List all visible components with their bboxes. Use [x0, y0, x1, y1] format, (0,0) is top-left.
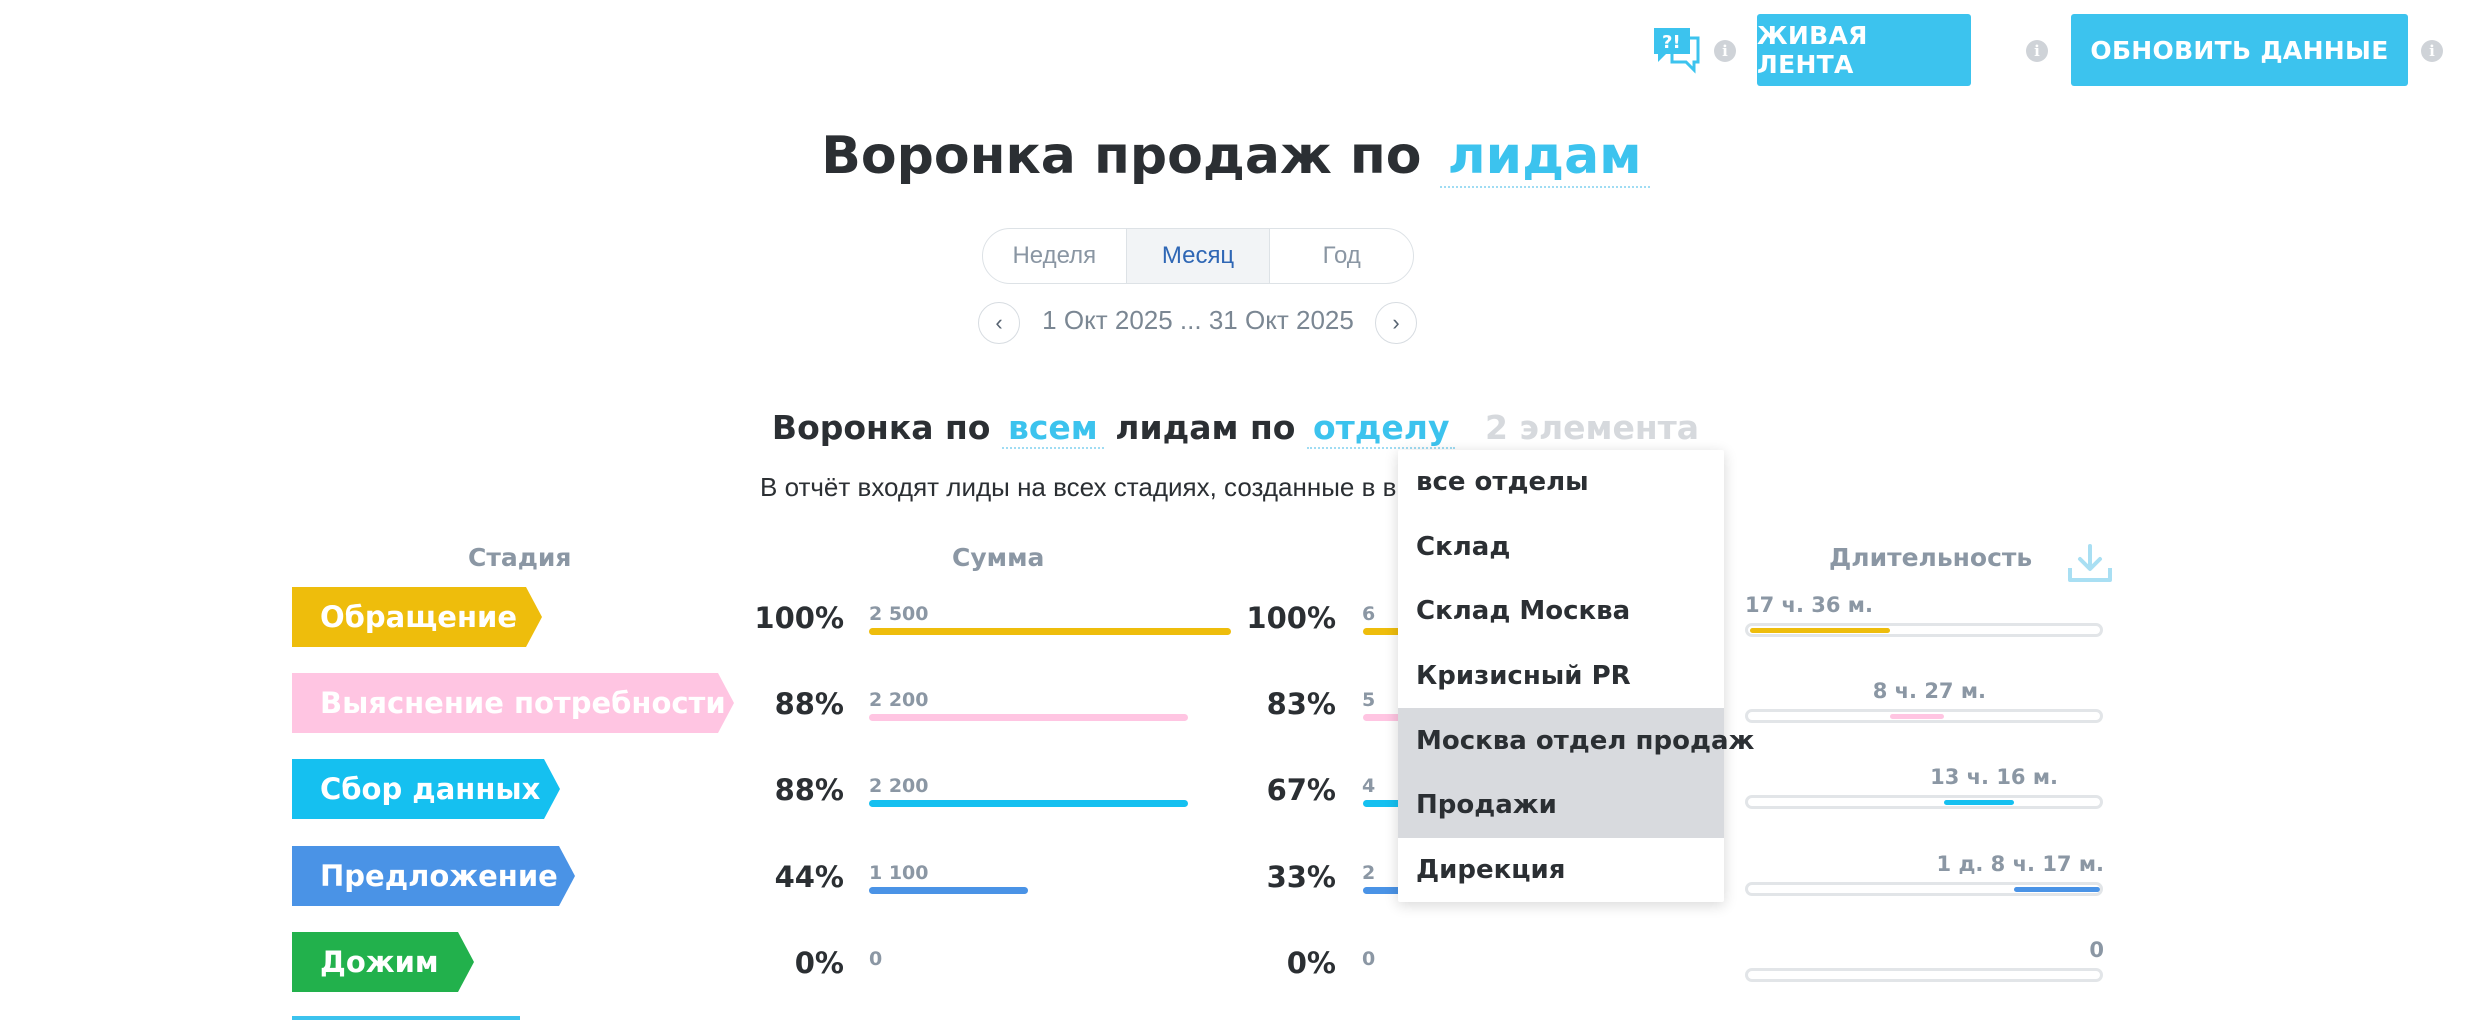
duration-label: 13 ч. 16 м.	[1930, 765, 2058, 789]
stage-tag[interactable]: Выяснение потребности	[292, 673, 734, 733]
tab-month[interactable]: Месяц	[1126, 229, 1271, 283]
stage-tag[interactable]: Предложение	[292, 846, 575, 906]
sum-value: 2 200	[869, 775, 929, 797]
svg-text:?!: ?!	[1662, 32, 1681, 53]
count-percent: 83%	[1266, 687, 1336, 721]
download-icon[interactable]	[2066, 542, 2114, 586]
sum-percent: 88%	[774, 687, 844, 721]
sum-percent: 100%	[754, 601, 844, 635]
count-value: 4	[1362, 775, 1376, 797]
filter-text-1: Воронка по	[771, 408, 991, 447]
filter-text-2: лидам по	[1115, 408, 1296, 447]
duration-track	[1745, 623, 2103, 637]
count-value: 6	[1362, 603, 1376, 625]
dropdown-item-all[interactable]: все отделы	[1416, 467, 1589, 498]
dropdown-item-warehouse[interactable]: Склад	[1416, 531, 1511, 562]
count-bar	[1363, 800, 1403, 807]
count-bar	[1363, 887, 1403, 894]
leads-scope-link[interactable]: всем	[1001, 408, 1104, 449]
next-period-button[interactable]: ›	[1375, 302, 1417, 344]
prev-period-button[interactable]: ‹	[978, 302, 1020, 344]
duration-label: 8 ч. 27 м.	[1872, 679, 1986, 703]
sum-value: 0	[869, 948, 883, 970]
duration-track	[1745, 709, 2103, 723]
sum-value: 1 100	[869, 862, 929, 884]
duration-track	[1745, 795, 2103, 809]
count-value: 0	[1362, 948, 1376, 970]
sum-bar	[869, 800, 1188, 807]
duration-fill	[2014, 887, 2100, 892]
duration-label: 17 ч. 36 м.	[1745, 593, 1873, 617]
chevron-right-icon: ›	[1392, 310, 1400, 335]
period-selector: Неделя Месяц Год	[982, 228, 1414, 284]
column-header-stage: Стадия	[468, 543, 572, 572]
duration-fill	[1890, 714, 1944, 719]
refresh-data-button[interactable]: ОБНОВИТЬ ДАННЫЕ	[2071, 14, 2408, 86]
selected-count: 2 элемента	[1484, 408, 1700, 447]
help-chat-button[interactable]: ?!	[1650, 24, 1702, 74]
sum-percent: 0%	[794, 946, 844, 980]
count-bar	[1363, 628, 1403, 635]
dropdown-item-sales[interactable]: Продажи	[1398, 772, 1724, 838]
department-dropdown: все отделы Склад Склад Москва Кризисный …	[1398, 450, 1754, 903]
sum-bar	[869, 714, 1188, 721]
dropdown-item-warehouse-moscow[interactable]: Склад Москва	[1416, 596, 1631, 627]
page-title: Воронка продаж по лидам	[0, 126, 2471, 188]
tab-week[interactable]: Неделя	[983, 229, 1127, 283]
sum-value: 2 200	[869, 689, 929, 711]
live-feed-info-icon[interactable]: i	[2026, 40, 2048, 62]
duration-fill	[1944, 800, 2014, 805]
refresh-info-icon[interactable]: i	[2421, 40, 2443, 62]
dropdown-item-crisis-pr[interactable]: Кризисный PR	[1416, 661, 1631, 692]
next-stage-tag-partial	[292, 1016, 520, 1020]
column-header-duration: Длительность	[1829, 543, 2033, 572]
count-percent: 33%	[1266, 860, 1336, 894]
title-prefix: Воронка продаж по	[821, 126, 1422, 186]
funnel-filter-line: Воронка по всем лидам по отделу 2 элемен…	[0, 408, 2471, 449]
help-info-icon[interactable]: i	[1714, 40, 1736, 62]
sum-bar	[869, 887, 1028, 894]
sum-percent: 88%	[774, 773, 844, 807]
count-value: 2	[1362, 862, 1376, 884]
stage-tag[interactable]: Дожим	[292, 932, 474, 992]
duration-track	[1745, 882, 2103, 896]
count-percent: 100%	[1246, 601, 1336, 635]
department-link[interactable]: отделу	[1306, 408, 1456, 449]
duration-label: 0	[2089, 938, 2104, 962]
dropdown-item-moscow-sales[interactable]: Москва отдел продаж	[1398, 708, 1754, 773]
count-percent: 0%	[1286, 946, 1336, 980]
stage-tag[interactable]: Сбор данных	[292, 759, 560, 819]
sum-bar	[869, 628, 1231, 635]
duration-label: 1 д. 8 ч. 17 м.	[1936, 852, 2104, 876]
live-feed-button[interactable]: ЖИВАЯ ЛЕНТА	[1757, 14, 1971, 86]
duration-track	[1745, 968, 2103, 982]
dropdown-item-directorate[interactable]: Дирекция	[1416, 854, 1566, 885]
title-entity-link[interactable]: лидам	[1439, 126, 1650, 188]
duration-fill	[1750, 628, 1890, 633]
report-description: В отчёт входят лиды на всех стадиях, соз…	[760, 472, 1397, 502]
question-chat-icon: ?!	[1654, 28, 1700, 74]
count-bar	[1363, 714, 1403, 721]
tab-year[interactable]: Год	[1322, 242, 1361, 269]
count-value: 5	[1362, 689, 1376, 711]
sum-value: 2 500	[869, 603, 929, 625]
column-header-sum: Сумма	[952, 543, 1045, 572]
stage-tag[interactable]: Обращение	[292, 587, 542, 647]
chevron-left-icon: ‹	[995, 310, 1003, 335]
date-range: 1 Окт 2025 ... 31 Окт 2025	[1042, 305, 1354, 335]
count-percent: 67%	[1266, 773, 1336, 807]
sum-percent: 44%	[774, 860, 844, 894]
